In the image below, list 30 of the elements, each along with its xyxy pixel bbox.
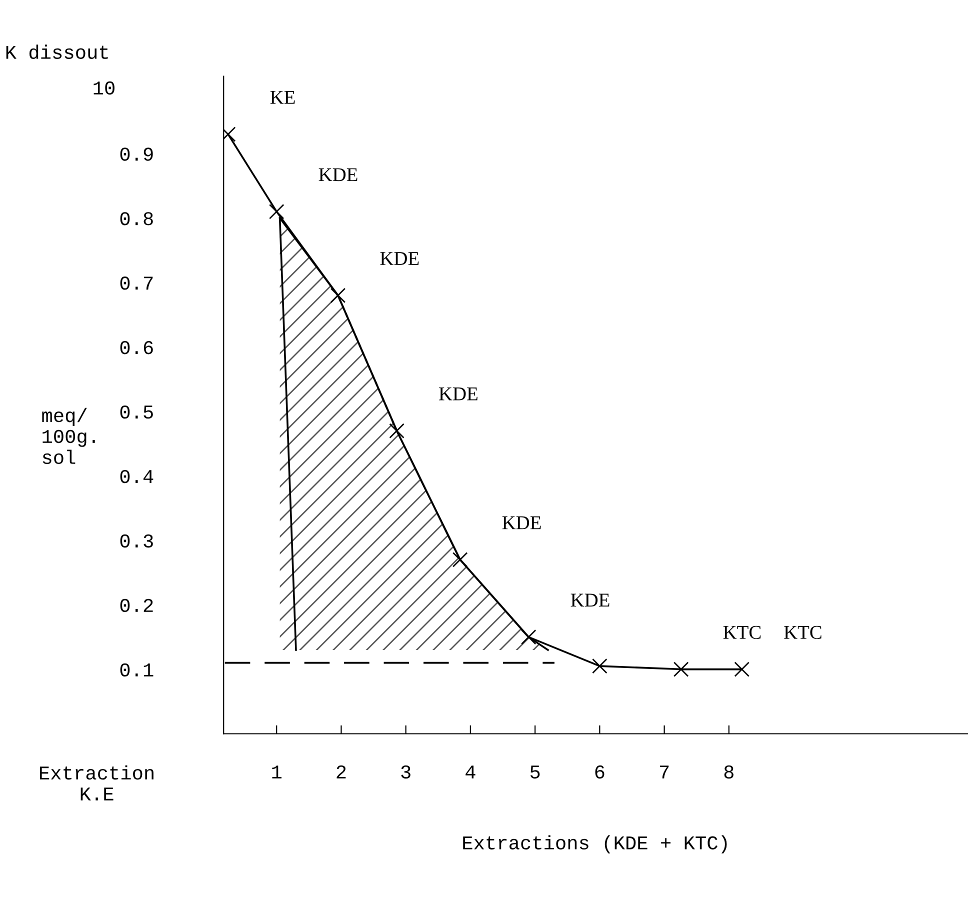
y-tick-label: 0.6 — [120, 341, 153, 354]
x-axis-title: Extractions (KDE + KTC) — [463, 835, 727, 854]
y-tick-label: 0.2 — [120, 598, 153, 612]
y-axis-title: meq/ 100g. sol — [42, 408, 95, 464]
annotation: KDE — [380, 252, 419, 265]
x-tick-label: 4 — [466, 766, 476, 778]
annotation: KDE — [570, 594, 610, 607]
annotation: KDE — [318, 168, 358, 182]
text: K dissout — [6, 44, 108, 59]
y-tick-label: 0.8 — [120, 212, 153, 226]
x-tick-label: 1 — [272, 766, 282, 778]
annotation: KDE — [439, 387, 478, 400]
y-tick-label: 0.7 — [120, 276, 153, 290]
x-tick-label: 3 — [401, 765, 410, 779]
annotation: KDE — [502, 516, 541, 530]
annotation: KE — [270, 90, 295, 104]
text: Extraction K.E — [40, 765, 154, 800]
text: 10 — [94, 81, 114, 95]
y-tick-label: 0.5 — [120, 405, 153, 419]
x-tick-label: 7 — [660, 766, 669, 778]
annotation: KTC — [784, 626, 822, 639]
y-tick-label: 0.9 — [120, 148, 153, 161]
y-tick-label: 0.3 — [120, 534, 153, 548]
x-tick-label: 2 — [336, 765, 346, 778]
x-tick-label: 5 — [530, 766, 540, 779]
annotation: KTC — [723, 626, 761, 639]
y-tick-label: 0.1 — [120, 663, 154, 677]
x-tick-label: 6 — [595, 765, 604, 779]
y-tick-label: 0.4 — [120, 470, 154, 484]
x-tick-label: 8 — [724, 765, 734, 779]
